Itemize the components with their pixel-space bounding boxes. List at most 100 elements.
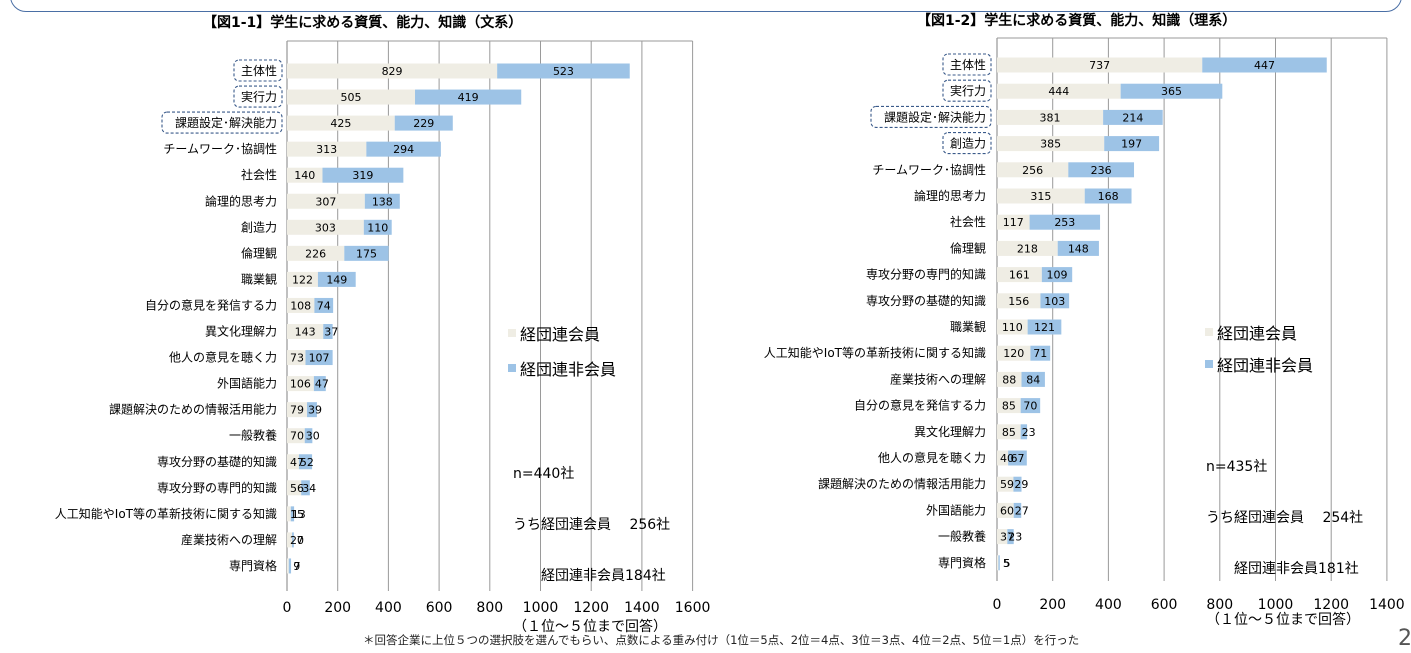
- category-label: 社会性: [950, 214, 986, 229]
- data-label-member: 256: [1022, 164, 1043, 177]
- data-label-member: 110: [1002, 321, 1023, 334]
- x-tick-label: 1000: [523, 600, 559, 616]
- bar-member: [287, 376, 314, 392]
- note-line: （１位～５位まで回答）: [513, 619, 667, 635]
- bar-nonmember: [1202, 57, 1327, 73]
- bar-member: [997, 476, 1014, 492]
- bar-nonmember: [1103, 109, 1163, 125]
- bar-nonmember: [1027, 319, 1062, 335]
- data-label-member: 5: [1004, 557, 1011, 570]
- data-label-nonmember: 13: [292, 508, 306, 521]
- data-label-nonmember: 74: [317, 299, 331, 312]
- bar-nonmember: [363, 219, 392, 235]
- category-label: 課題設定･解決能力: [175, 115, 277, 130]
- bar-nonmember: [1041, 267, 1073, 283]
- category-label: 職業観: [241, 272, 277, 286]
- bar-member: [997, 293, 1041, 309]
- x-tick-label: 400: [1095, 597, 1122, 613]
- legend-label-nonmember: 経団連非会員: [1217, 356, 1314, 375]
- data-label-member: 60: [1000, 504, 1014, 517]
- data-label-nonmember: 103: [1044, 295, 1065, 308]
- bar-member: [287, 324, 324, 339]
- data-label-member: 47: [290, 456, 304, 469]
- bar-nonmember: [304, 428, 313, 444]
- bar-member: [287, 271, 318, 287]
- x-tick-label: 1000: [1258, 597, 1294, 613]
- data-label-member: 385: [1040, 138, 1061, 151]
- x-tick-label: 400: [375, 600, 402, 616]
- bar-member: [997, 188, 1085, 204]
- bar-member: [287, 193, 365, 209]
- category-label: 異文化理解力: [914, 424, 986, 439]
- legend-member-left: 経団連会員: [508, 321, 600, 345]
- legend-label-member: 経団連会員: [520, 325, 601, 344]
- bar-member: [997, 240, 1058, 256]
- highlight-box: [161, 111, 283, 134]
- category-label: 一般教養: [229, 428, 277, 443]
- bar-member: [997, 214, 1030, 230]
- note-line: （１位～５位まで回答）: [1206, 612, 1360, 628]
- bar-member: [997, 109, 1104, 125]
- bar-nonmember: [290, 506, 295, 522]
- legend-label-nonmember: 経団連非会員: [520, 360, 617, 379]
- data-label-nonmember: 168: [1098, 190, 1119, 203]
- bar-member: [287, 219, 364, 235]
- category-label: チームワーク･協調性: [872, 162, 986, 177]
- highlight-box: [942, 132, 992, 155]
- category-label: 実行力: [950, 83, 986, 98]
- highlight-box: [233, 85, 283, 108]
- footnote: ＊回答企業に上位５つの選択肢を選んでもらい、点数による重み付け（1位＝5点、2位…: [363, 633, 1080, 647]
- data-label-member: 313: [316, 143, 337, 156]
- data-label-member: 117: [1003, 216, 1024, 229]
- x-tick-label: 600: [1151, 597, 1178, 613]
- data-label-member: 425: [330, 117, 351, 130]
- category-label: 創造力: [241, 220, 277, 234]
- data-label-nonmember: 523: [553, 65, 574, 78]
- category-label: 専攻分野の基礎的知識: [157, 454, 277, 469]
- note-line: うち経団連会員 256社: [513, 517, 671, 533]
- data-label-member: 56: [290, 482, 304, 495]
- data-label-nonmember: 109: [1047, 269, 1068, 282]
- category-label: 人工知能やIoT等の革新技術に関する知識: [55, 506, 277, 521]
- category-label: 主体性: [241, 64, 277, 78]
- data-label-member: 108: [290, 299, 311, 312]
- bar-member: [287, 428, 305, 444]
- sample-note-humanities: n=440社 うち経団連会員 256社 経団連非会員184社 （１位～５位まで回…: [513, 432, 670, 653]
- category-label: 外国語能力: [217, 376, 277, 391]
- bar-nonmember: [1040, 293, 1070, 309]
- data-label-nonmember: 419: [458, 91, 479, 104]
- bar-nonmember: [998, 555, 1000, 571]
- bar-nonmember: [1030, 345, 1051, 361]
- sample-note-sciences: n=435社 うち経団連会員 254社 経団連非会員181社 （１位～５位まで回…: [1206, 425, 1363, 646]
- x-tick-label: 200: [1039, 597, 1066, 613]
- x-tick-label: 600: [426, 600, 453, 616]
- bar-nonmember: [1068, 162, 1135, 178]
- x-tick-label: 1200: [1313, 597, 1349, 613]
- data-label-member: 307: [315, 195, 336, 208]
- bar-member: [997, 162, 1069, 178]
- category-label: 産業技術への理解: [890, 371, 986, 386]
- x-tick-label: 0: [283, 600, 292, 616]
- data-label-member: 140: [294, 169, 315, 182]
- bar-member: [997, 136, 1105, 152]
- data-label-nonmember: 71: [1033, 347, 1047, 360]
- bar-nonmember: [292, 532, 294, 548]
- legend-nonmember-right: 経団連非会員: [1205, 352, 1313, 376]
- legend-member-right: 経団連会員: [1205, 320, 1297, 344]
- data-label-member: 315: [1030, 190, 1051, 203]
- bar-member: [287, 402, 308, 418]
- data-label-member: 218: [1017, 242, 1038, 255]
- data-label-nonmember: 34: [302, 482, 316, 495]
- data-label-nonmember: 214: [1122, 111, 1143, 124]
- bar-member: [287, 115, 395, 131]
- legend-nonmember-left: 経団連非会員: [508, 356, 616, 380]
- bar-nonmember: [344, 245, 389, 261]
- bar-nonmember: [301, 480, 310, 496]
- data-label-member: 85: [1002, 400, 1016, 413]
- bar-nonmember: [314, 297, 334, 313]
- data-label-nonmember: 23: [1008, 531, 1022, 544]
- note-line: n=435社: [1206, 459, 1268, 475]
- data-label-member: 7: [294, 560, 301, 573]
- bar-nonmember: [1013, 502, 1022, 518]
